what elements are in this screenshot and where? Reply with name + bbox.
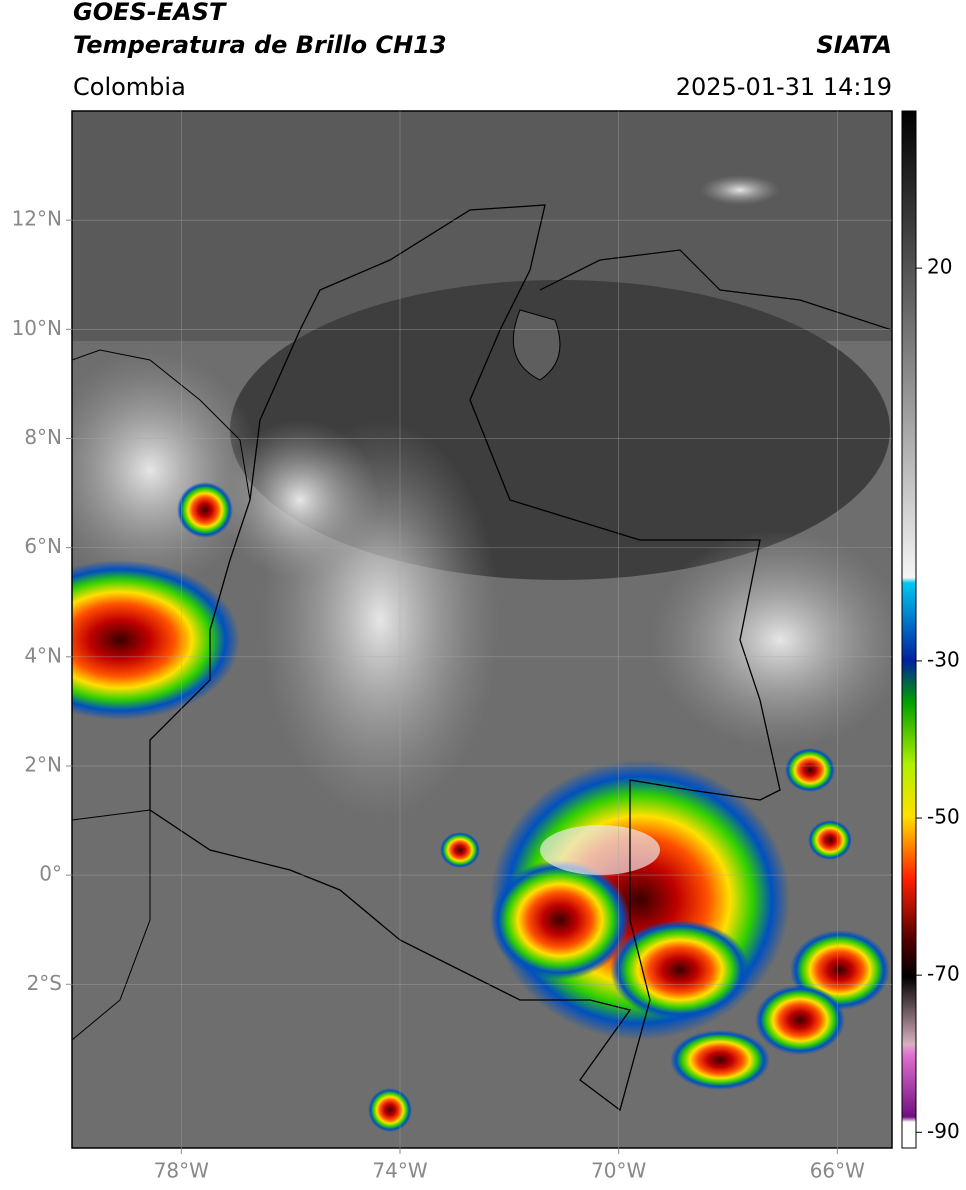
x-tick-label: 66°W	[810, 1159, 865, 1183]
title: GOES-EAST	[73, 0, 226, 26]
x-tick-label: 70°W	[591, 1159, 646, 1183]
colorbar-tick-label: -50	[927, 805, 960, 829]
x-tick-label: 78°W	[154, 1159, 209, 1183]
region: Colombia	[73, 73, 186, 101]
x-tick-label: 74°W	[372, 1159, 427, 1183]
colorbar-tick-label: 20	[927, 255, 952, 279]
colorbar	[901, 110, 917, 1149]
y-tick-label: 2°N	[24, 752, 62, 776]
colorbar-tick-label: -30	[927, 647, 960, 671]
y-tick-label: 8°N	[24, 425, 62, 449]
source: SIATA	[816, 31, 892, 59]
subtitle: Temperatura de Brillo CH13	[73, 31, 447, 59]
y-tick-label: 10°N	[12, 316, 62, 340]
y-tick-label: 2°S	[27, 971, 62, 995]
satellite-image	[72, 111, 892, 1148]
plot-frame	[71, 110, 893, 1149]
timestamp: 2025-01-31 14:19	[675, 73, 892, 101]
y-tick-label: 0°	[39, 862, 62, 886]
colorbar-tick-label: -90	[927, 1119, 960, 1143]
y-tick-label: 12°N	[12, 207, 62, 231]
y-tick-label: 6°N	[24, 534, 62, 558]
colorbar-tick-label: -70	[927, 962, 960, 986]
y-tick-label: 4°N	[24, 643, 62, 667]
